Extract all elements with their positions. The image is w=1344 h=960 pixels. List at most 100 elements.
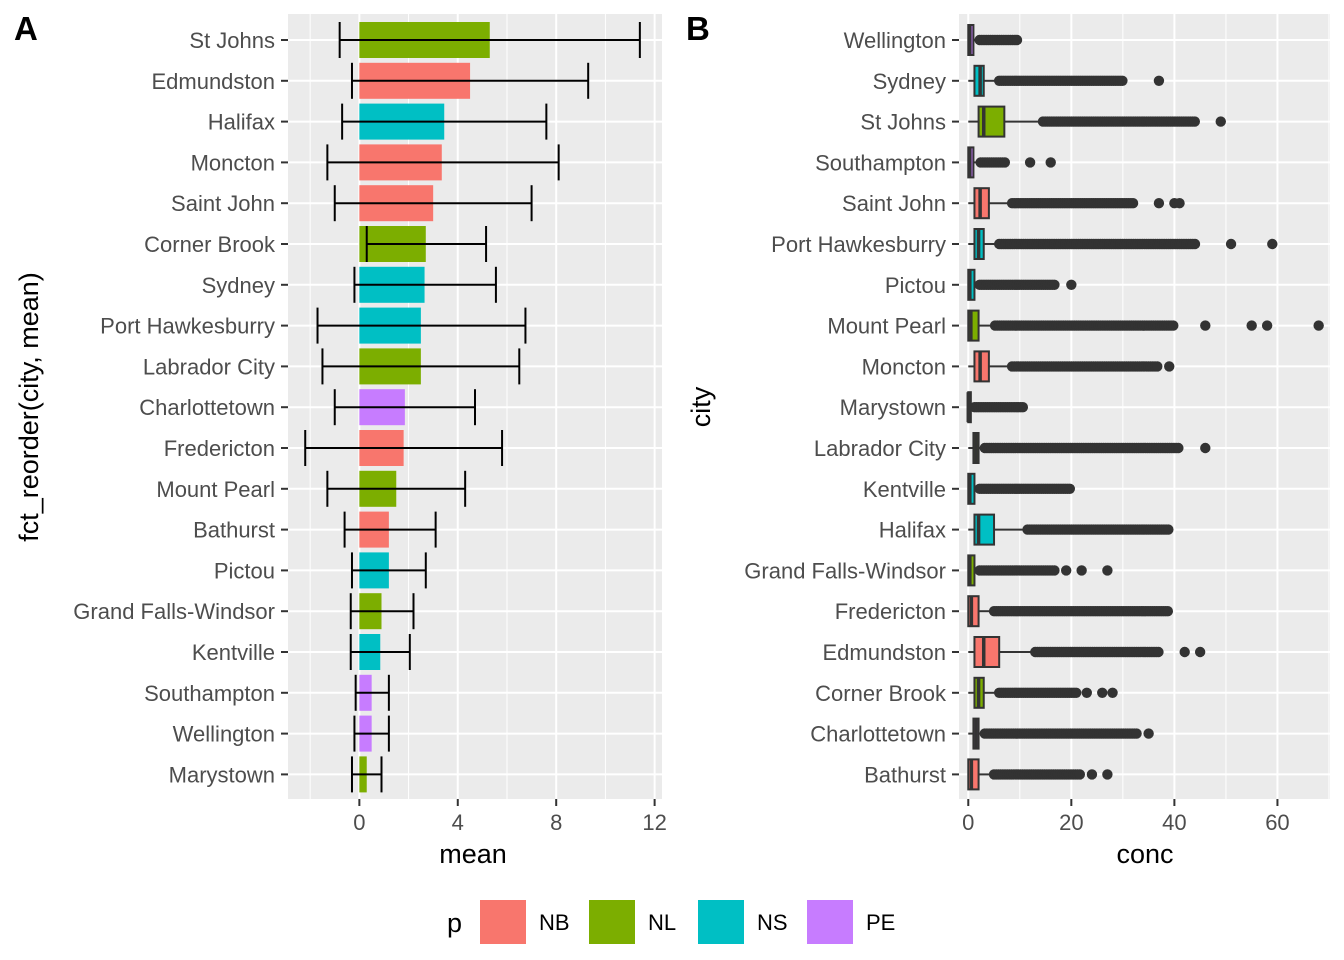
outlier-point-saint-john bbox=[1153, 198, 1165, 209]
outlier-point-bathurst bbox=[1074, 769, 1086, 780]
legend-key-nl bbox=[589, 900, 635, 944]
outlier-point-st-johns bbox=[1215, 116, 1226, 127]
panel-b-y-tick-label-port-hawkesburry: Port Hawkesburry bbox=[771, 232, 946, 257]
outlier-point-st-johns bbox=[1189, 116, 1200, 127]
panel-b-y-tick-label-fredericton: Fredericton bbox=[835, 599, 946, 624]
outlier-point-pictou bbox=[1049, 279, 1060, 290]
panel-a-x-axis-title: mean bbox=[439, 839, 507, 869]
outlier-point-corner-brook bbox=[1107, 687, 1118, 698]
panel-b-y-tick-label-saint-john: Saint John bbox=[842, 191, 946, 216]
box-bathurst bbox=[967, 758, 980, 791]
outlier-point-moncton bbox=[1152, 361, 1163, 372]
panel-b-y-tick-label-moncton: Moncton bbox=[862, 354, 946, 379]
panel-b-y-tick-label-grand-falls-windsor: Grand Falls-Windsor bbox=[744, 558, 946, 583]
legend-label-pe: PE bbox=[866, 910, 895, 935]
box-mount-pearl bbox=[967, 309, 980, 342]
outlier-point-mount-pearl bbox=[1313, 320, 1324, 331]
panel-b-y-tick-label-wellington: Wellington bbox=[844, 28, 946, 53]
outlier-point-saint-john bbox=[1174, 198, 1185, 209]
outlier-point-sydney bbox=[1117, 75, 1128, 87]
outlier-point-port-hawkesburry bbox=[1189, 238, 1201, 250]
outlier-point-halifax bbox=[1163, 524, 1174, 535]
legend-key-nb bbox=[480, 900, 526, 944]
panel-b-y-tick-label-pictou: Pictou bbox=[885, 273, 946, 298]
legend-label-nl: NL bbox=[648, 910, 676, 935]
panel-b-y-tick-label-mount-pearl: Mount Pearl bbox=[827, 314, 946, 339]
outlier-point-corner-brook bbox=[1097, 687, 1108, 698]
panel-b-y-tick-label-corner-brook: Corner Brook bbox=[815, 681, 947, 706]
panel-a-y-tick-label-corner-brook: Corner Brook bbox=[144, 232, 276, 257]
outlier-point-mount-pearl bbox=[1246, 320, 1257, 331]
panel-a-y-tick-label-marystown: Marystown bbox=[169, 762, 275, 787]
outlier-point-moncton bbox=[1164, 361, 1175, 372]
outlier-point-labrador-city bbox=[1173, 442, 1184, 454]
panel-a-y-tick-label-fredericton: Fredericton bbox=[164, 436, 275, 461]
panel-a-x-tick-label: 4 bbox=[452, 810, 464, 835]
outlier-point-grand-falls-windsor bbox=[1060, 565, 1072, 576]
box-fredericton bbox=[967, 595, 980, 628]
panel-b-y-tick-label-halifax: Halifax bbox=[879, 518, 946, 543]
panel-b-x-tick-label: 60 bbox=[1265, 810, 1289, 835]
legend: p NB NL NS PE bbox=[447, 900, 895, 944]
legend-key-ns bbox=[698, 900, 744, 944]
panel-b-tag: B bbox=[686, 10, 710, 47]
panel-a-y-tick-label-st-johns: St Johns bbox=[189, 28, 275, 53]
outlier-point-port-hawkesburry bbox=[1267, 238, 1278, 250]
legend-label-nb: NB bbox=[539, 910, 570, 935]
outlier-point-grand-falls-windsor bbox=[1076, 565, 1087, 576]
outlier-point-charlottetown bbox=[1131, 728, 1142, 739]
panel-a-bar-chart: 0 4 8 12 St Johns Edmundston Halifax Moncton Sai… bbox=[73, 14, 667, 835]
outlier-point-grand-falls-windsor bbox=[1049, 565, 1060, 576]
panel-a-y-tick-label-labrador-city: Labrador City bbox=[143, 354, 275, 379]
panel-b-y-tick-label-charlottetown: Charlottetown bbox=[810, 722, 946, 747]
outlier-point-bathurst bbox=[1102, 769, 1113, 780]
outlier-point-edmundston bbox=[1153, 646, 1164, 658]
outlier-point-southampton bbox=[1024, 157, 1036, 168]
panel-b-x-tick-label: 40 bbox=[1162, 810, 1186, 835]
outlier-point-mount-pearl bbox=[1168, 320, 1179, 331]
panel-b-y-tick-label-southampton: Southampton bbox=[815, 150, 946, 175]
panel-b-y-tick-label-bathurst: Bathurst bbox=[864, 762, 946, 787]
panel-a-y-tick-label-grand-falls-windsor: Grand Falls-Windsor bbox=[73, 599, 275, 624]
panel-b-y-axis-title: city bbox=[686, 386, 716, 427]
panel-a-y-tick-label-port-hawkesburry: Port Hawkesburry bbox=[100, 314, 275, 339]
panel-a-y-tick-label-sydney: Sydney bbox=[202, 273, 275, 298]
legend-key-pe bbox=[807, 900, 853, 944]
outlier-point-port-hawkesburry bbox=[1225, 238, 1237, 250]
panel-a-x-tick-label: 8 bbox=[550, 810, 562, 835]
panel-b-y-tick-label-marystown: Marystown bbox=[840, 395, 946, 420]
legend-title: p bbox=[447, 908, 462, 938]
panel-b-x-axis-title: conc bbox=[1116, 839, 1173, 869]
outlier-point-grand-falls-windsor bbox=[1102, 565, 1113, 576]
panel-a-x-tick-label: 12 bbox=[642, 810, 666, 835]
outlier-point-mount-pearl bbox=[1200, 320, 1211, 331]
panel-b-box-plot: 0 20 40 60 Wellington Sydney St Johns Southampt… bbox=[744, 14, 1330, 835]
outlier-point-bathurst bbox=[1086, 769, 1098, 780]
outlier-point-southampton bbox=[999, 157, 1011, 168]
panel-b-y-tick-label-edmundston: Edmundston bbox=[822, 640, 946, 665]
outlier-point-edmundston bbox=[1179, 646, 1190, 658]
panel-a-y-tick-label-southampton: Southampton bbox=[144, 681, 275, 706]
outlier-point-charlottetown bbox=[1143, 728, 1154, 739]
outlier-point-sydney bbox=[1153, 75, 1165, 87]
panel-b-x-tick-label: 20 bbox=[1059, 810, 1083, 835]
panel-a-x-tick-label: 0 bbox=[353, 810, 365, 835]
box-edmundston bbox=[973, 636, 1001, 668]
panel-b-y-tick-label-st-johns: St Johns bbox=[860, 110, 946, 135]
panel-a-y-tick-label-moncton: Moncton bbox=[191, 150, 275, 175]
panel-a-y-tick-label-wellington: Wellington bbox=[173, 722, 275, 747]
panel-a-tag: A bbox=[14, 10, 38, 47]
panel-a-y-tick-label-kentville: Kentville bbox=[192, 640, 275, 665]
panel-a-y-tick-label-saint-john: Saint John bbox=[171, 191, 275, 216]
outlier-point-mount-pearl bbox=[1261, 320, 1273, 331]
outlier-point-wellington bbox=[1011, 34, 1023, 46]
panel-a-y-tick-label-charlottetown: Charlottetown bbox=[139, 395, 275, 420]
outlier-point-corner-brook bbox=[1081, 687, 1092, 698]
panel-a-y-axis-title: fct_reorder(city, mean) bbox=[14, 272, 44, 542]
outlier-point-fredericton bbox=[1162, 606, 1174, 617]
outlier-point-edmundston bbox=[1194, 646, 1206, 658]
outlier-point-southampton bbox=[1045, 157, 1056, 168]
panel-a-y-tick-label-halifax: Halifax bbox=[208, 110, 275, 135]
outlier-point-pictou bbox=[1066, 279, 1077, 290]
panel-b-y-tick-label-labrador-city: Labrador City bbox=[814, 436, 946, 461]
